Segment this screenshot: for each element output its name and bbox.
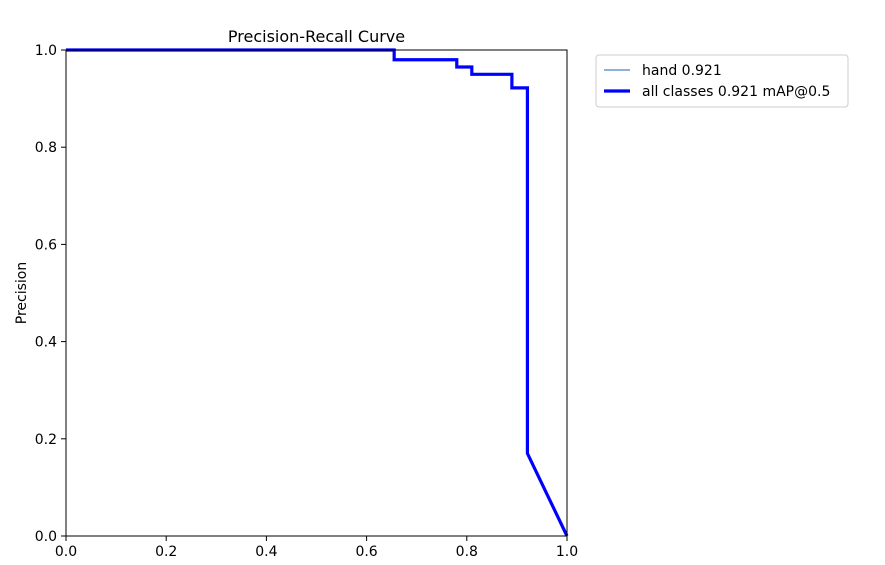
series-line-all-classes: [66, 48, 569, 537]
x-tick-label: 0.2: [155, 544, 177, 560]
y-axis-title: Precision: [14, 262, 30, 324]
y-tick-label: 1.0: [35, 43, 57, 59]
x-tick-label: 0.6: [355, 544, 377, 560]
y-tick-label: 0.8: [35, 140, 57, 156]
legend-box: [595, 54, 849, 108]
y-tick-label: 0.4: [35, 335, 57, 351]
y-tick-label: 0.0: [35, 529, 57, 545]
x-tick-label: 0.8: [456, 544, 478, 560]
series-lines: [66, 48, 569, 537]
chart-title: Precision-Recall Curve: [228, 27, 405, 46]
legend-label-all-classes: all classes 0.921 mAP@0.5: [642, 84, 830, 100]
y-tick-label: 0.2: [35, 432, 57, 448]
legend-label-hand: hand 0.921: [642, 63, 722, 79]
series-line-hand: [66, 49, 568, 537]
axis-ticks: 0.0 0.2 0.4 0.6 0.8 1.0 0.0 0.2 0.4 0.6 0.8 1.0: [35, 43, 578, 560]
x-tick-label: 0.4: [255, 544, 277, 560]
x-tick-label: 0.0: [55, 544, 77, 560]
y-tick-label: 0.6: [35, 237, 57, 253]
legend: hand 0.921 all classes 0.921 mAP@0.5: [595, 54, 849, 108]
plot-frame: [65, 49, 568, 537]
x-tick-label: 1.0: [556, 544, 578, 560]
